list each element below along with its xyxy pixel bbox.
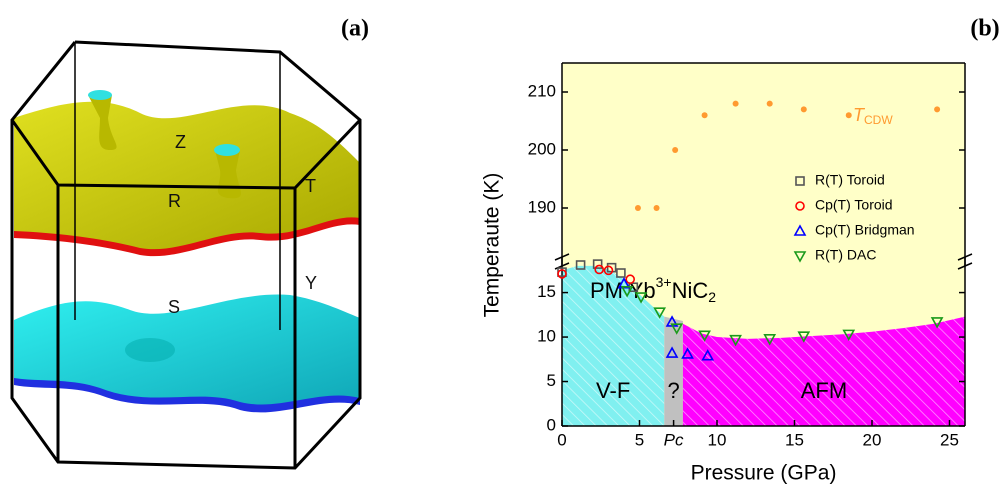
x-tick-label: 5 bbox=[635, 430, 644, 449]
phase-label-part: 3+ bbox=[656, 274, 672, 290]
x-tick-label: 10 bbox=[708, 430, 727, 449]
phase-region bbox=[664, 317, 683, 426]
y-tick-label: 15 bbox=[537, 282, 556, 301]
dot bbox=[702, 112, 708, 118]
region-label: V-F bbox=[596, 378, 630, 403]
x-tick-label: 15 bbox=[785, 430, 804, 449]
phase-label-part: 2 bbox=[708, 289, 716, 305]
figure: (a) Z R T S Y (b) V-F? AFM PM Yb3+NiC2 0 5 Pc… bbox=[0, 0, 1003, 488]
y-tick-label: 0 bbox=[547, 415, 556, 434]
dot bbox=[767, 101, 773, 107]
phase-label: PM Yb3+NiC2 bbox=[590, 274, 716, 305]
y-tick-label: 200 bbox=[528, 139, 556, 158]
y-tick-label: 10 bbox=[537, 327, 556, 346]
dot bbox=[635, 205, 641, 211]
x-axis-label: Pressure (GPa) bbox=[691, 462, 837, 485]
dot bbox=[672, 147, 678, 153]
panel-label: (b) bbox=[970, 16, 999, 42]
y-tick-label: 5 bbox=[547, 371, 556, 390]
fermi-surface bbox=[12, 42, 360, 468]
y-tick-label: 210 bbox=[528, 81, 556, 100]
annotation-sub: CDW bbox=[864, 113, 893, 127]
x-tick-label: 25 bbox=[940, 430, 959, 449]
region-label: ? bbox=[667, 378, 679, 403]
point-label: R bbox=[168, 191, 181, 211]
dot bbox=[934, 106, 940, 112]
phase-diagram: V-F? AFM PM Yb3+NiC2 0 5 Pc 10 15 20 25 0 5 10 15 190 2… bbox=[481, 63, 972, 485]
phase-label-part: NiC bbox=[672, 278, 709, 303]
region-label: AFM bbox=[801, 378, 847, 403]
x-tick-label: Pc bbox=[664, 430, 684, 449]
legend-label: R(T) Toroid bbox=[815, 172, 885, 188]
legend-label: Cp(T) Bridgman bbox=[815, 222, 915, 238]
panel-label: (a) bbox=[341, 16, 369, 42]
legend-label: Cp(T) Toroid bbox=[815, 197, 893, 213]
point-label: Z bbox=[175, 132, 186, 152]
dot bbox=[801, 106, 807, 112]
y-axis-label: Temperaute (K) bbox=[481, 173, 504, 318]
point-label: Y bbox=[305, 273, 317, 293]
x-tick-label: 0 bbox=[557, 430, 566, 449]
dot bbox=[733, 101, 739, 107]
legend-label: R(T) DAC bbox=[815, 247, 876, 263]
point-label: S bbox=[168, 297, 180, 317]
y-tick-label: 190 bbox=[528, 197, 556, 216]
x-tick-label: 20 bbox=[863, 430, 882, 449]
dot bbox=[654, 205, 660, 211]
dot bbox=[846, 112, 852, 118]
point-label: T bbox=[305, 176, 316, 196]
